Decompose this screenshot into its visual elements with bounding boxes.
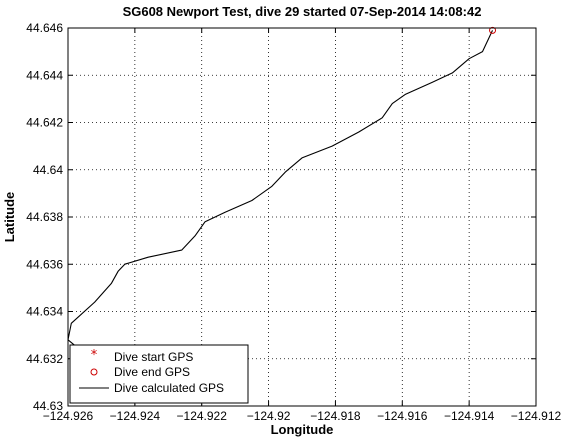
x-tick-label: −124.912 bbox=[511, 409, 562, 423]
legend-box bbox=[69, 344, 249, 404]
markers-group bbox=[489, 26, 497, 34]
legend-label-start: Dive start GPS bbox=[114, 350, 193, 364]
legend-star-marker: * bbox=[91, 348, 98, 363]
series-line-dive-calculated-gps bbox=[67, 30, 493, 390]
plot-frame bbox=[67, 27, 537, 407]
y-tick-label: 44.638 bbox=[26, 210, 63, 224]
y-tick-labels: 44.63 44.632 44.634 44.636 44.638 44.64 44.642… bbox=[26, 21, 63, 413]
legend: * Dive start GPS Dive end GPS Dive calcu… bbox=[69, 344, 249, 404]
x-tick-label: −124.92 bbox=[247, 409, 291, 423]
x-tick-label: −124.926 bbox=[43, 409, 94, 423]
y-tick-label: 44.632 bbox=[26, 352, 63, 366]
x-tick-label: −124.924 bbox=[110, 409, 161, 423]
y-tick-label: 44.634 bbox=[26, 305, 63, 319]
legend-circle-marker bbox=[90, 368, 98, 376]
dive-end-gps-marker bbox=[489, 26, 497, 34]
legend-label-end: Dive end GPS bbox=[114, 365, 190, 379]
y-axis-title: Latitude bbox=[2, 192, 17, 243]
legend-label-calculated: Dive calculated GPS bbox=[114, 381, 224, 395]
y-tick-label: 44.64 bbox=[33, 163, 63, 177]
y-tick-label: 44.63 bbox=[33, 399, 63, 413]
x-tick-label: −124.914 bbox=[444, 409, 495, 423]
x-tick-labels: −124.926 −124.924 −124.922 −124.92 −124.918 −… bbox=[43, 409, 562, 423]
y-tick-label: 44.636 bbox=[26, 257, 63, 271]
chart-title: SG608 Newport Test, dive 29 started 07-S… bbox=[123, 4, 482, 19]
x-axis-title: Longitude bbox=[271, 422, 334, 437]
x-tick-label: −124.922 bbox=[177, 409, 228, 423]
y-tick-label: 44.646 bbox=[26, 21, 63, 35]
x-tick-label: −124.916 bbox=[377, 409, 428, 423]
y-tick-label: 44.642 bbox=[26, 116, 63, 130]
plot-area bbox=[68, 28, 536, 406]
x-tick-label: −124.918 bbox=[310, 409, 361, 423]
y-tick-label: 44.644 bbox=[26, 68, 63, 82]
series-group bbox=[67, 30, 493, 390]
